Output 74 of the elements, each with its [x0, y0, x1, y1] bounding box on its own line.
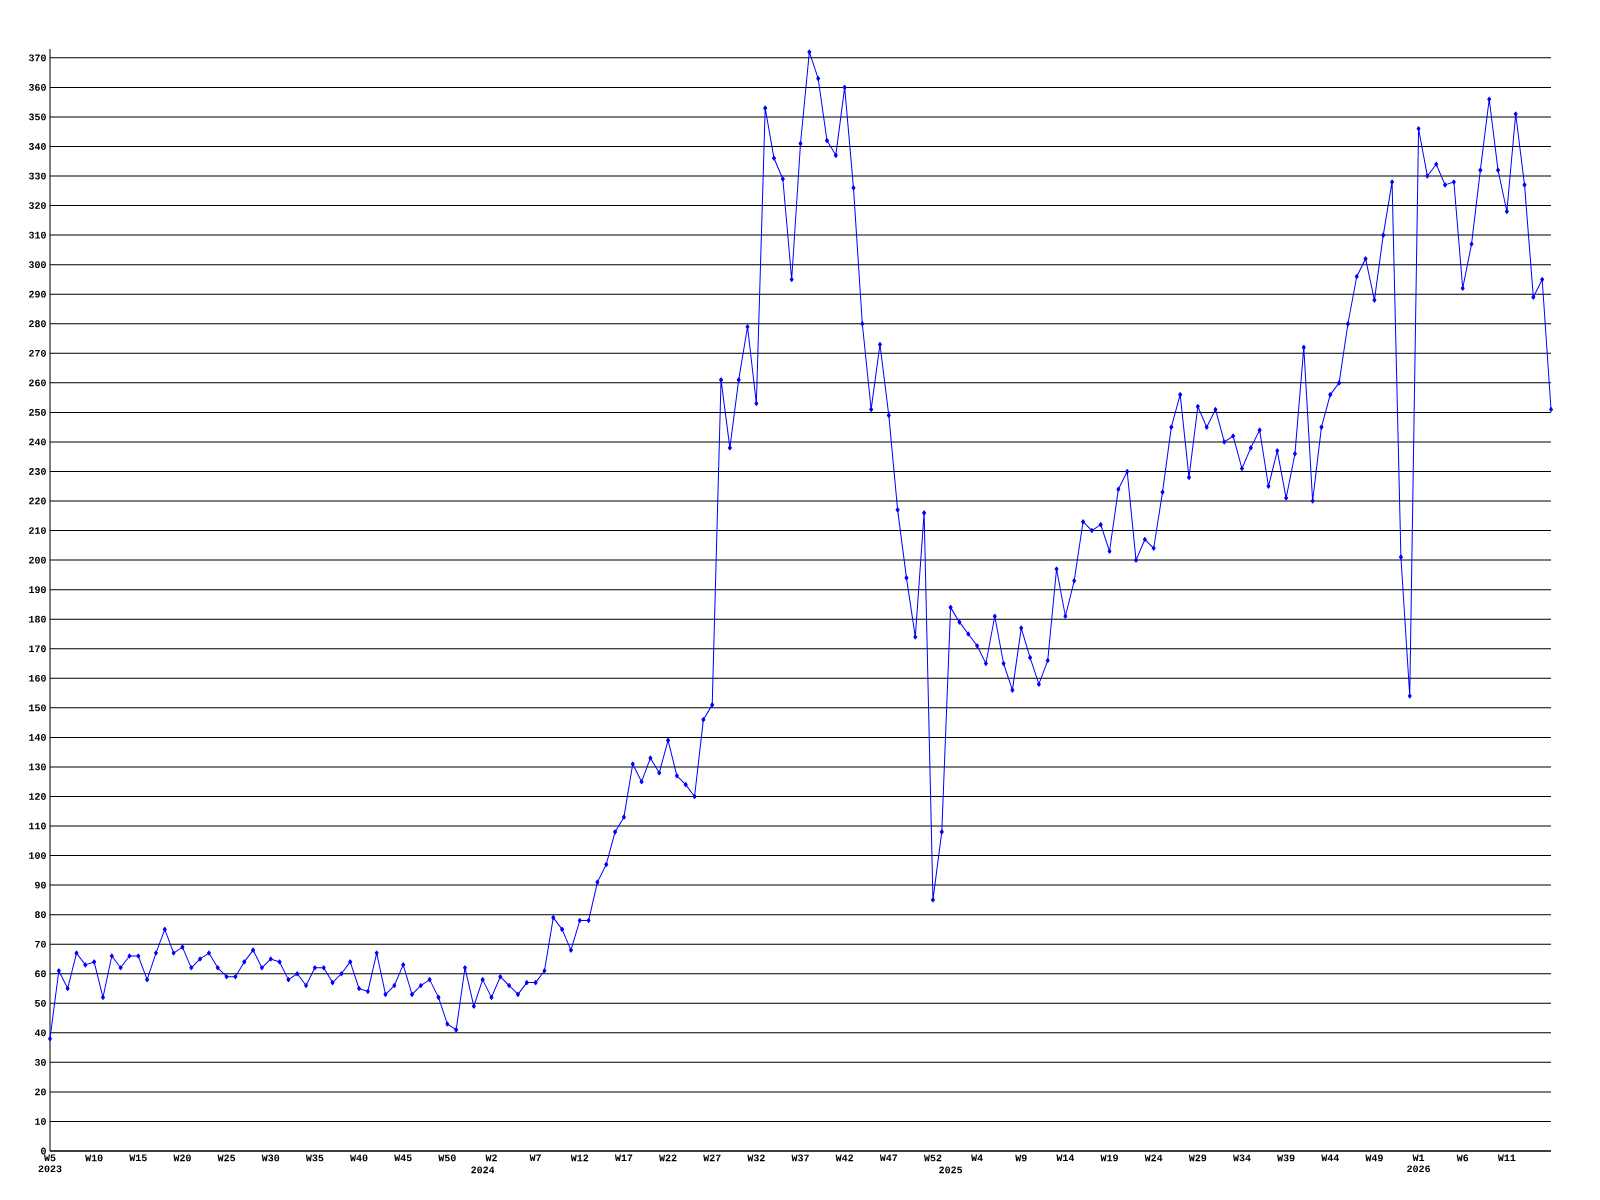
y-tick-label: 370 [28, 54, 46, 62]
y-tick-label: 260 [29, 379, 46, 387]
x-tick-label: W5 2023 [38, 1154, 62, 1173]
x-tick-label: W20 [173, 1154, 191, 1162]
y-tick-label: 110 [29, 822, 46, 830]
y-tick-label: 180 [29, 615, 46, 623]
y-tick-label: 310 [28, 231, 46, 239]
y-tick-label: 200 [29, 556, 46, 564]
y-tick-label: 290 [29, 290, 46, 298]
x-tick-label: W12 [570, 1154, 589, 1162]
x-tick-label: W6 [1456, 1154, 1469, 1162]
x-tick-label: W4 [971, 1154, 983, 1162]
x-tick-label: W19 [1100, 1154, 1118, 1162]
y-tick-label: 210 [29, 527, 46, 534]
y-tick-label: 90 [35, 881, 46, 889]
y-tick-label: 10 [35, 1118, 46, 1125]
y-tick-label: 250 [29, 408, 46, 416]
x-tick-label: 2024 [471, 1166, 495, 1174]
y-tick-label: 120 [29, 793, 46, 800]
x-tick-label: W40 [350, 1154, 368, 1162]
y-tick-label: 170 [29, 645, 46, 653]
x-tick-label: W22 [659, 1154, 677, 1162]
x-tick-label: W49 [1365, 1154, 1383, 1162]
x-tick-label: W27 [703, 1154, 721, 1162]
y-tick-label: 100 [29, 852, 46, 859]
y-tick-label: 360 [28, 83, 46, 91]
x-tick-label: W2 [485, 1154, 497, 1162]
y-tick-label: 70 [35, 940, 46, 948]
x-tick-label: W29 [1188, 1154, 1207, 1162]
x-tick-label: W30 [261, 1154, 280, 1162]
y-tick-label: 240 [29, 438, 46, 446]
x-tick-label: W35 [305, 1154, 324, 1162]
x-tick-label: W24 [1144, 1154, 1163, 1162]
y-tick-label: 280 [29, 320, 46, 328]
x-tick-label: W9 [1015, 1154, 1027, 1162]
y-tick-label: 80 [35, 911, 46, 919]
x-tick-label: W7 [529, 1154, 541, 1162]
y-tick-label: 270 [29, 349, 46, 357]
x-tick-label: W50 [438, 1154, 456, 1162]
y-tick-label: 30 [34, 1058, 46, 1066]
y-tick-label: 0 [41, 1147, 46, 1155]
x-tick-label: W42 [835, 1154, 854, 1162]
x-tick-label: W37 [791, 1154, 809, 1162]
y-tick-label: 320 [28, 202, 46, 209]
x-tick-label: W10 [85, 1154, 103, 1162]
y-tick-label: 340 [28, 143, 46, 150]
y-tick-label: 150 [29, 704, 46, 712]
x-tick-label: W34 [1232, 1154, 1251, 1162]
y-tick-label: 220 [29, 497, 46, 505]
y-tick-label: 60 [35, 970, 46, 978]
x-tick-label: W47 [879, 1154, 898, 1162]
x-tick-label: W44 [1321, 1154, 1339, 1162]
x-tick-label: W52 [923, 1154, 942, 1162]
y-tick-label: 350 [28, 113, 46, 121]
x-tick-label: W32 [747, 1154, 765, 1162]
x-tick-label: W17 [614, 1154, 633, 1162]
y-tick-label: 300 [28, 261, 46, 269]
x-tick-label: W1 2026 [1407, 1154, 1431, 1173]
y-tick-label: 50 [34, 999, 46, 1007]
y-tick-label: 230 [29, 468, 46, 475]
x-tick-label: W39 [1277, 1154, 1295, 1162]
x-tick-label: W14 [1056, 1154, 1075, 1162]
x-tick-label: W15 [129, 1154, 147, 1162]
y-tick-label: 330 [28, 172, 46, 180]
y-tick-label: 20 [35, 1088, 46, 1096]
y-tick-label: 130 [29, 763, 46, 771]
y-tick-label: 190 [29, 586, 46, 594]
y-tick-label: 40 [34, 1029, 46, 1037]
x-tick-label: 2025 [939, 1166, 963, 1174]
x-tick-label: W11 [1497, 1154, 1516, 1162]
x-tick-label: W45 [394, 1154, 412, 1162]
x-tick-label: W25 [217, 1154, 236, 1162]
y-tick-label: 140 [29, 733, 46, 741]
y-tick-label: 160 [29, 674, 46, 682]
